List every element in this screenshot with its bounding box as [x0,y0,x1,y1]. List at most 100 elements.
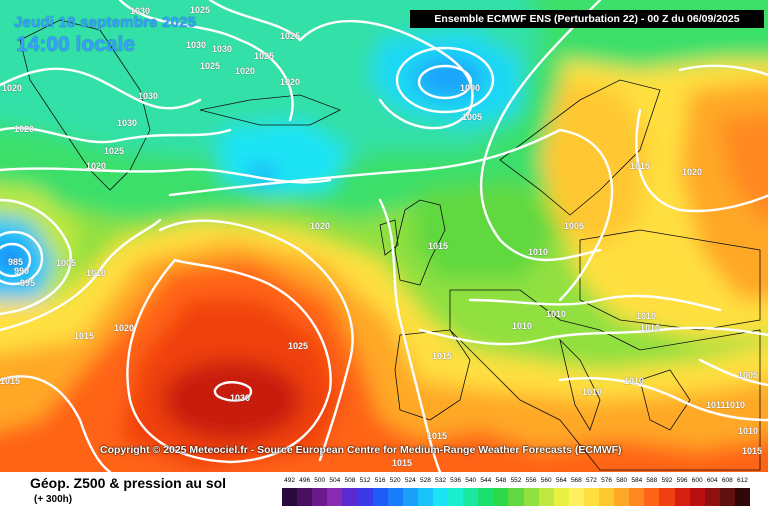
isobar-label: 1020 [2,83,23,93]
isobar-label: 1005 [56,258,77,268]
legend-swatch [719,488,736,506]
chart-subtitle: (+ 300h) [34,494,73,505]
legend-swatch [523,488,540,506]
isobar-label: 1020 [682,167,703,177]
legend-value: 528 [419,477,431,484]
legend-swatch [327,488,343,506]
isobar-label: 1030 [138,91,159,101]
legend-swatch [282,488,298,506]
legend-value: 564 [555,477,567,484]
legend-value: 556 [525,477,537,484]
isobar-label: 1025 [190,5,211,15]
legend-value: 568 [570,477,582,484]
isobar-label: 995 [20,278,36,288]
map-canvas [0,0,768,472]
isobar-label: 1030 [186,40,207,50]
legend-value: 600 [691,477,703,484]
legend-swatch [448,488,464,506]
legend-value: 584 [631,477,643,484]
legend-swatch [583,488,600,506]
isobar-label: 1030 [230,393,251,403]
isobar-label: 1015 [630,161,651,171]
legend-value: 552 [510,477,522,484]
legend-swatch [387,488,404,506]
run-info-banner: Ensemble ECMWF ENS (Perturbation 22) - 0… [410,10,764,28]
legend-swatch [297,488,313,506]
isobar-label: 1010 [582,387,603,397]
isobar-label: 1015 [74,331,95,341]
isobar-label: 1030 [212,44,233,54]
legend-swatch [312,488,328,506]
isobar-label: 1025 [104,146,125,156]
legend-swatch [432,488,449,506]
legend-swatch [493,488,509,506]
legend-swatch [463,488,479,506]
legend-value: 580 [616,477,628,484]
isobar-lines [0,0,768,472]
legend-swatch [689,488,706,506]
isobar-label: 1025 [200,61,221,71]
isobar-label: 1000 [460,83,481,93]
isobar-label: 1005 [462,112,483,122]
legend-swatch [734,488,751,506]
legend-value: 504 [329,477,341,484]
isobar-label: 1020 [235,66,256,76]
isobar-label: 1020 [14,124,35,134]
isobar-label: 1005 [738,370,759,380]
legend-value: 536 [450,477,462,484]
isobar-label: 1030 [130,6,151,16]
isobar-label: 1020 [310,221,331,231]
isobar-label: 1010 [86,268,107,278]
legend-swatch [674,488,691,506]
legend-value: 508 [344,477,356,484]
isobar-label: 1025 [280,31,301,41]
copyright-notice: Copyright © 2025 Meteociel.fr - Source E… [100,444,622,456]
isobar-label: 1030 [117,118,138,128]
isobar-label: 1010 [528,247,549,257]
legend-value: 524 [404,477,416,484]
isobar-label: 1010 [624,376,645,386]
legend-value: 588 [646,477,658,484]
legend-value: 576 [601,477,613,484]
legend-value: 604 [706,477,718,484]
isobar-label: 1015 [432,351,453,361]
legend-value: 500 [314,477,326,484]
isobar-label: 1015 [0,376,21,386]
legend-swatch [508,488,525,506]
legend-swatch [629,488,645,506]
color-legend [282,488,751,506]
legend-value: 612 [737,477,748,484]
isobar-label: 1010 [738,426,759,436]
legend-value: 592 [661,477,673,484]
isobar-label: 1010 [512,321,533,331]
legend-value: 544 [480,477,492,484]
legend-value: 548 [495,477,507,484]
isobar-label: 10111010 [706,400,746,410]
isobar-label: 1020 [280,77,301,87]
isobar-label: 1010 [546,309,567,319]
legend-swatch [342,488,358,506]
legend-swatch [553,488,570,506]
forecast-date: Jeudi 18 septembre 2025 [14,14,197,31]
legend-swatch [357,488,374,506]
forecast-time: 14:00 locale [16,33,136,56]
isobar-label: 990 [14,266,30,276]
legend-labels: 492 496 500 504 508 512 516 520 524 528 532 536 540 5… [282,477,750,487]
isobar-label: 1015 [428,241,449,251]
legend-value: 540 [465,477,477,484]
legend-value: 496 [299,477,311,484]
legend-value: 596 [676,477,688,484]
isobar-label: 1010 [636,311,657,321]
legend-swatch [478,488,494,506]
legend-value: 560 [540,477,552,484]
chart-title: Géop. Z500 & pression au sol [30,475,227,491]
isobar-label: 1015 [427,431,448,441]
legend-value: 532 [435,477,446,484]
legend-value: 520 [389,477,401,484]
forecast-map: Jeudi 18 septembre 2025 14:00 locale Ens… [0,0,768,472]
isobar-label: 1015 [742,446,763,456]
geopotential-field [0,0,768,472]
legend-swatch [614,488,630,506]
legend-swatch [599,488,615,506]
isobar-label: 1025 [288,341,309,351]
